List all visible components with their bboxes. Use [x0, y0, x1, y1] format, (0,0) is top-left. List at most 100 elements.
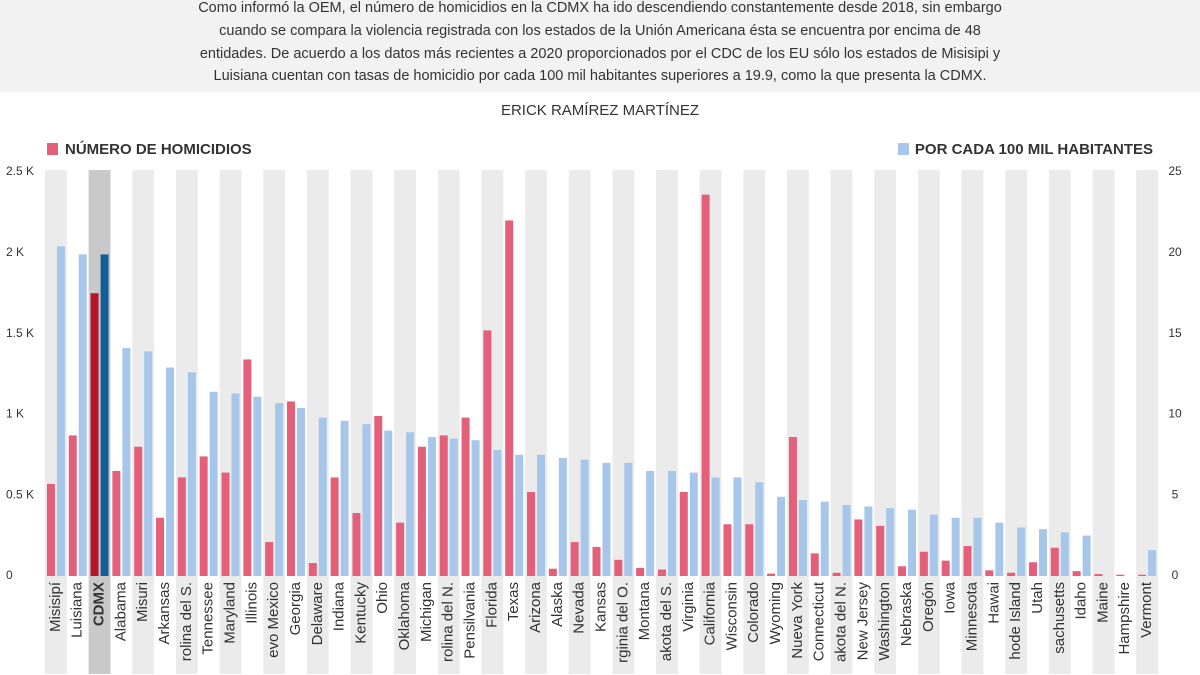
- bar: [537, 454, 546, 576]
- x-tick-label: akota del S.: [658, 582, 675, 661]
- bar: [1148, 550, 1157, 576]
- bar: [253, 396, 262, 576]
- bar: [461, 417, 470, 576]
- bar: [449, 438, 458, 576]
- bar: [767, 573, 776, 576]
- bar: [876, 525, 885, 576]
- x-tick-label: Texas: [505, 582, 522, 621]
- x-tick-label: akota del N.: [833, 582, 850, 662]
- bar: [221, 472, 230, 576]
- bar: [265, 542, 274, 576]
- bar: [515, 454, 524, 576]
- bar: [657, 569, 666, 576]
- bar: [231, 393, 240, 576]
- bar: [68, 435, 77, 576]
- x-tick-label: Minnesota: [963, 581, 980, 651]
- bar: [548, 568, 557, 576]
- y2-tick-label: 10: [1168, 407, 1182, 421]
- category-band: [1136, 170, 1158, 674]
- x-tick-label: Vermont: [1138, 581, 1155, 638]
- bar: [973, 517, 982, 576]
- x-tick-label: Idaho: [1073, 582, 1090, 620]
- bar: [340, 420, 349, 576]
- bar: [112, 470, 121, 576]
- x-tick-label: Arizona: [527, 581, 544, 633]
- bar: [1082, 535, 1091, 576]
- x-tick-label: Arkansas: [156, 582, 173, 645]
- x-tick-label: Oklahoma: [396, 581, 413, 650]
- x-tick-label: California: [702, 581, 719, 645]
- bar: [624, 462, 633, 576]
- x-tick-label: Alaska: [549, 581, 566, 627]
- intro-line: cuando se compara la violencia registrad…: [219, 23, 981, 39]
- x-tick-label: Hampshire: [1116, 582, 1133, 655]
- y2-tick-label: 5: [1172, 487, 1179, 501]
- bar: [1028, 562, 1037, 576]
- bar: [406, 432, 415, 576]
- y-tick-label: 2.5 K: [6, 164, 34, 178]
- x-tick-label: Michigan: [418, 582, 435, 642]
- bar: [842, 504, 851, 576]
- bar: [1038, 529, 1047, 576]
- bar: [78, 254, 87, 576]
- y2-tick-label: 15: [1168, 326, 1182, 340]
- x-tick-label: Delaware: [309, 582, 326, 645]
- x-tick-label: sachusetts: [1051, 582, 1068, 654]
- bar: [1050, 547, 1059, 576]
- x-tick-label: Kansas: [592, 582, 609, 632]
- x-tick-label: Nevada: [571, 581, 588, 633]
- bar: [166, 367, 175, 576]
- bar: [427, 437, 436, 576]
- x-tick-label: Wisconsin: [723, 582, 740, 650]
- x-tick-label: Montana: [636, 581, 653, 640]
- bar: [701, 194, 710, 576]
- x-tick-label: Kentucky: [352, 582, 369, 644]
- x-tick-label: Alabama: [112, 581, 129, 641]
- bar: [1138, 574, 1147, 576]
- bar: [46, 483, 55, 576]
- legend-label: NÚMERO DE HOMICIDIOS: [65, 140, 252, 158]
- bar: [788, 437, 797, 576]
- x-tick-label: Hawai: [985, 582, 1002, 624]
- intro-line: Como informó la OEM, el número de homici…: [198, 0, 1002, 16]
- bar: [1094, 574, 1103, 576]
- bar: [1060, 532, 1069, 576]
- y-tick-label: 1.5 K: [6, 326, 34, 340]
- x-tick-label: Virginia: [680, 581, 697, 631]
- bar: [941, 560, 950, 576]
- bar: [352, 512, 361, 576]
- x-tick-label: Misisipí: [47, 581, 64, 632]
- bar: [417, 446, 426, 576]
- bar: [886, 508, 895, 576]
- bar: [275, 403, 284, 576]
- bar: [854, 519, 863, 576]
- x-tick-label: evo Mexico: [265, 582, 282, 658]
- bar: [929, 514, 938, 576]
- bar: [384, 430, 393, 576]
- bar: [723, 524, 732, 576]
- bar: [798, 500, 807, 576]
- legend-swatch: [897, 143, 909, 155]
- bar: [995, 522, 1004, 576]
- bar: [614, 559, 623, 576]
- bar: [308, 563, 317, 576]
- bar: [505, 220, 514, 577]
- x-tick-label: Maryland: [221, 582, 238, 644]
- bar: [177, 477, 186, 576]
- bar: [396, 522, 405, 576]
- bar: [527, 491, 536, 576]
- x-tick-label: rolina del N.: [440, 582, 457, 662]
- x-tick-label: Nueva York: [789, 582, 806, 659]
- bar: [711, 477, 720, 576]
- bar: [667, 470, 676, 576]
- bar: [602, 462, 611, 576]
- x-tick-label: New Jersey: [854, 582, 871, 661]
- x-tick-label: rolina del S.: [178, 582, 195, 661]
- bar: [100, 254, 109, 576]
- x-tick-label: rginia del O.: [614, 582, 631, 663]
- x-tick-label: Ohio: [374, 582, 391, 614]
- legend-swatch: [47, 143, 58, 155]
- x-tick-label: Utah: [1029, 582, 1046, 614]
- y2-tick-label: 25: [1168, 164, 1182, 178]
